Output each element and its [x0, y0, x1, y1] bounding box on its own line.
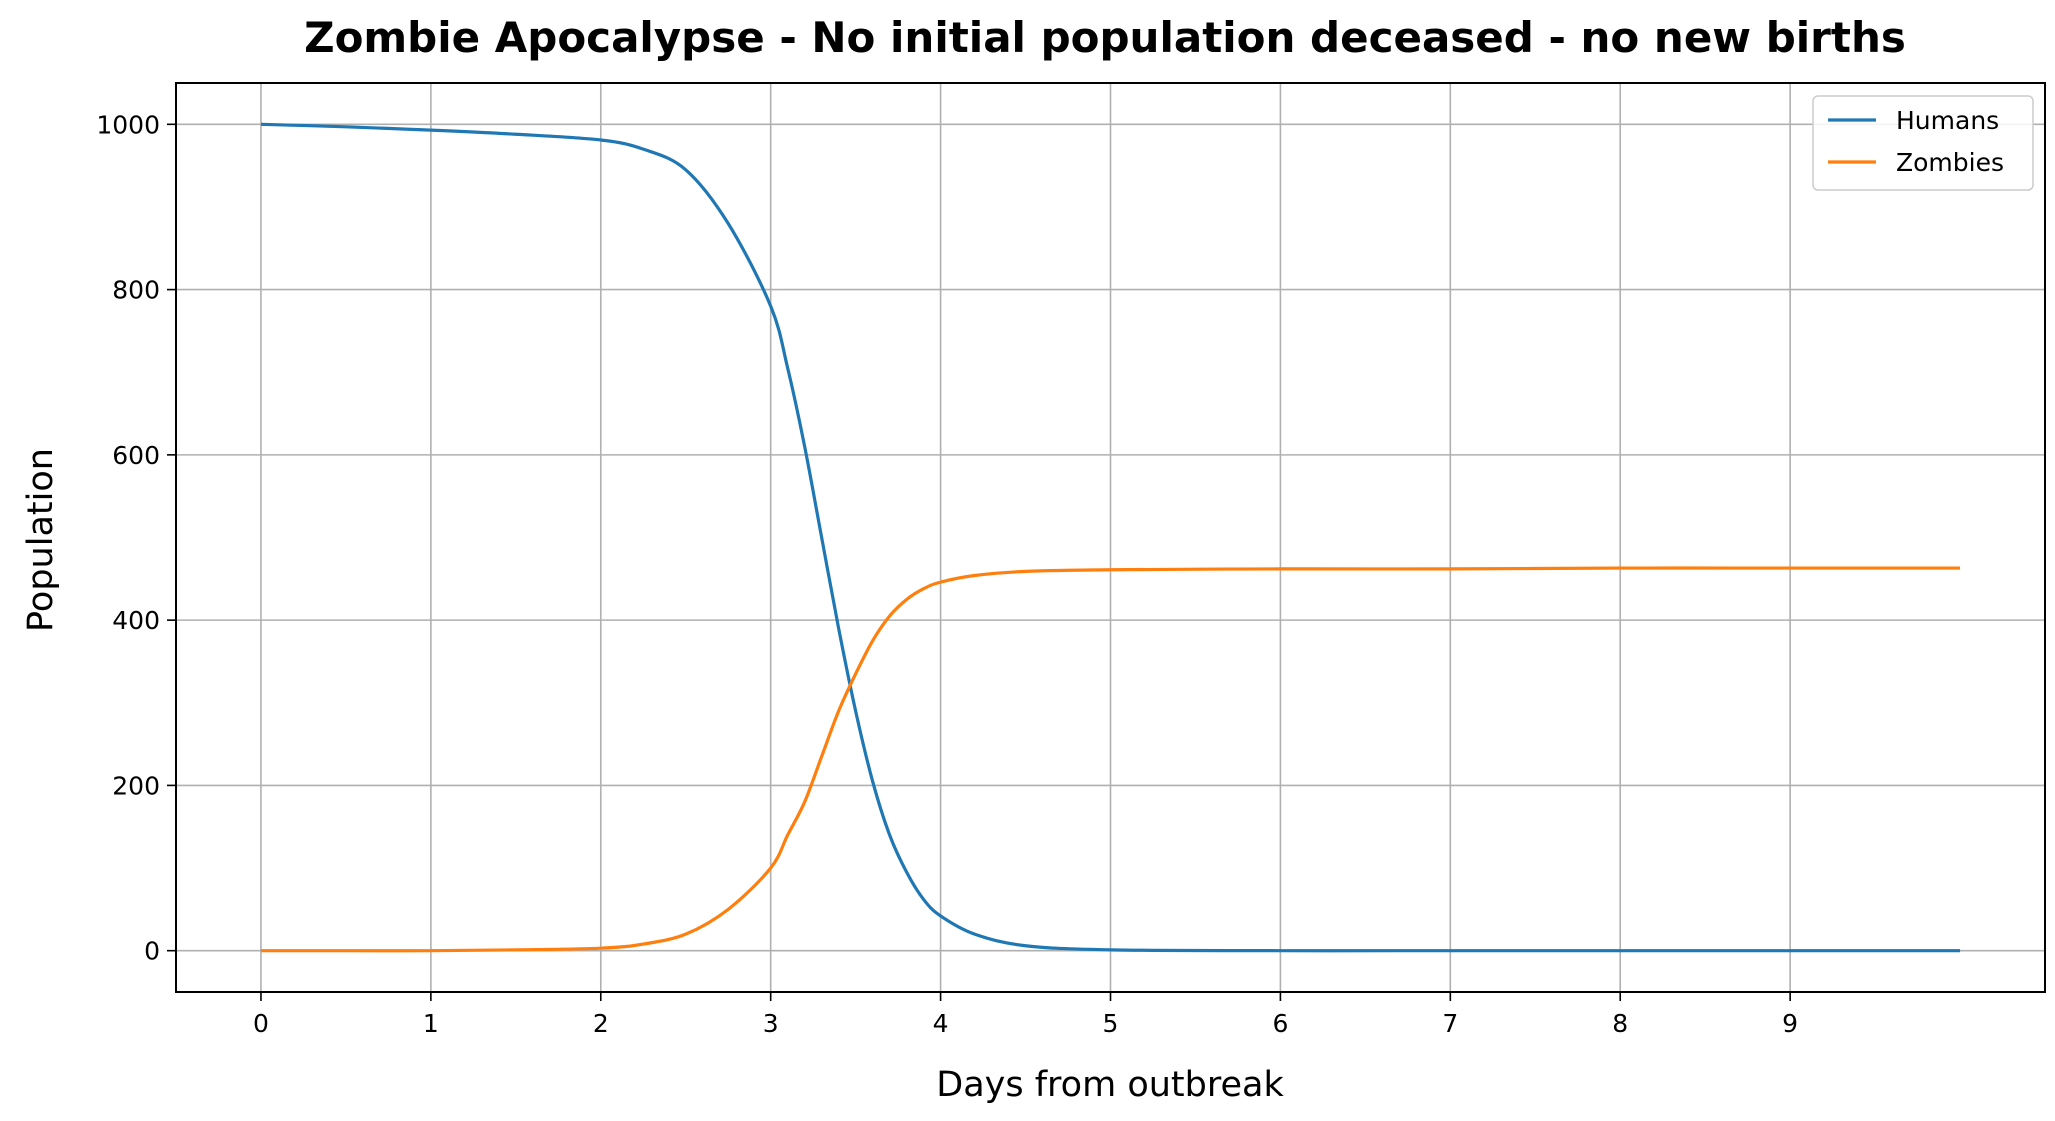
- y-axis-label: Population: [21, 448, 61, 632]
- series-line-humans: [260, 122, 1961, 953]
- x-tick-label: 1: [423, 1009, 439, 1038]
- x-tick-label: 6: [1272, 1009, 1288, 1038]
- series-layer: [260, 122, 1961, 953]
- x-tick-label: 4: [933, 1009, 949, 1038]
- y-tick-label: 1000: [96, 110, 160, 139]
- y-tick-label: 600: [112, 441, 160, 470]
- legend-label-zombies: Zombies: [1896, 148, 2004, 177]
- x-tick-label: 5: [1103, 1009, 1119, 1038]
- y-tick-label: 400: [112, 606, 160, 635]
- series-line-zombies: [260, 566, 1961, 953]
- chart-title: Zombie Apocalypse - No initial populatio…: [304, 13, 1906, 62]
- x-tick-label: 3: [763, 1009, 779, 1038]
- x-axis: 0 1 2 3 4 5 6 7 8 9: [253, 992, 1798, 1038]
- x-tick-label: 2: [593, 1009, 609, 1038]
- y-tick-label: 800: [112, 276, 160, 305]
- y-axis: 0 200 400 600 800 1000: [96, 110, 176, 966]
- y-tick-label: 200: [112, 771, 160, 800]
- legend: Humans Zombies: [1812, 95, 2034, 191]
- x-axis-label: Days from outbreak: [936, 1065, 1284, 1105]
- x-tick-label: 8: [1612, 1009, 1628, 1038]
- x-tick-label: 7: [1442, 1009, 1458, 1038]
- x-tick-label: 9: [1782, 1009, 1798, 1038]
- x-tick-label: 0: [253, 1009, 269, 1038]
- legend-label-humans: Humans: [1896, 106, 1999, 135]
- y-tick-label: 0: [144, 937, 160, 966]
